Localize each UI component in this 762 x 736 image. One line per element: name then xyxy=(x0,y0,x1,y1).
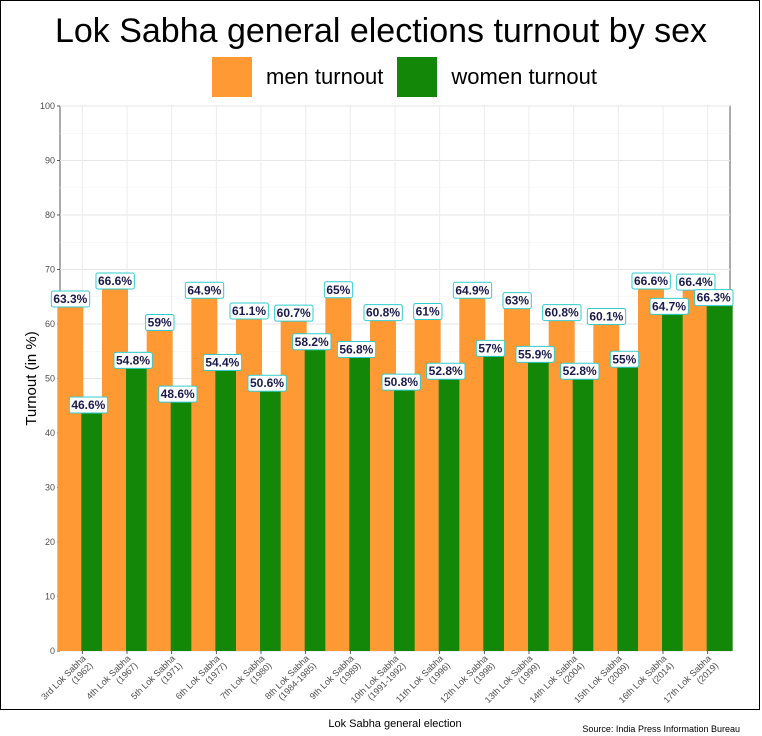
legend-swatch-women xyxy=(397,57,438,97)
y-tick-label: 50 xyxy=(45,374,55,384)
bar-men xyxy=(682,289,709,651)
bar-men xyxy=(146,329,173,651)
data-label-box xyxy=(184,281,225,299)
data-label-box xyxy=(426,362,466,380)
data-label-box xyxy=(609,350,640,368)
x-tick-label: 4th Lok Sabha(1967) xyxy=(84,653,139,708)
data-label-box xyxy=(113,351,153,369)
y-tick-label: 90 xyxy=(45,156,55,166)
data-label-box xyxy=(631,272,671,290)
data-label-men: 61.1% xyxy=(232,304,266,318)
data-label-men: 61% xyxy=(416,305,440,319)
legend-swatch-men xyxy=(212,57,252,97)
data-label-women: 52.8% xyxy=(429,364,463,378)
x-tick-label: 6th Lok Sabha(1977) xyxy=(174,653,229,708)
x-tick-label: 17th Lok Sabha(2019) xyxy=(661,653,720,712)
y-tick-label: 10 xyxy=(45,592,55,602)
data-label-box xyxy=(515,345,555,363)
legend: men turnout women turnout xyxy=(212,56,611,98)
y-tick-label: 0 xyxy=(50,646,55,656)
data-label-box xyxy=(542,304,582,322)
data-label-box xyxy=(381,373,421,391)
bar-men xyxy=(191,297,218,651)
data-label-box xyxy=(247,374,287,392)
y-axis-label: Turnout (in %) xyxy=(23,331,40,425)
data-label-box xyxy=(95,272,135,290)
data-label-men: 60.7% xyxy=(277,306,311,320)
y-tick-label: 40 xyxy=(45,428,55,438)
data-label-men: 64.9% xyxy=(455,283,489,297)
data-label-women: 48.6% xyxy=(161,387,195,401)
data-label-box xyxy=(274,304,314,322)
legend-label-men: men turnout xyxy=(266,64,384,89)
data-label-men: 65% xyxy=(326,283,350,297)
data-label-women: 52.8% xyxy=(563,364,597,378)
data-label-women: 64.7% xyxy=(652,299,686,313)
data-label-women: 58.2% xyxy=(295,335,329,349)
y-tick-label: 80 xyxy=(45,210,55,220)
data-label-box xyxy=(292,333,332,351)
data-label-women: 66.3% xyxy=(697,291,731,305)
data-label-box xyxy=(560,362,600,380)
bar-men xyxy=(370,319,396,651)
x-axis-label: Lok Sabha general election xyxy=(328,718,462,730)
data-label-men: 60.1% xyxy=(589,309,623,323)
data-label-box xyxy=(336,340,377,358)
x-tick-label: 7th Lok Sabha(1980) xyxy=(218,653,273,708)
data-label-box xyxy=(586,307,627,325)
data-label-women: 50.8% xyxy=(384,375,418,389)
data-label-men: 66.6% xyxy=(634,274,668,288)
data-label-men: 60.8% xyxy=(366,306,400,320)
data-label-men: 63% xyxy=(505,294,529,308)
y-tick-label: 30 xyxy=(45,483,55,493)
bar-men xyxy=(280,320,307,651)
data-label-box xyxy=(145,313,175,331)
data-label-men: 66.6% xyxy=(98,274,132,288)
bar-men xyxy=(638,288,664,651)
data-label-men: 64.9% xyxy=(187,283,221,297)
data-label-women: 46.6% xyxy=(71,398,105,412)
y-tick-label: 20 xyxy=(45,537,55,547)
data-label-box xyxy=(694,289,734,307)
data-label-box xyxy=(202,354,243,372)
data-label-women: 55% xyxy=(612,352,636,366)
data-label-box xyxy=(649,297,689,315)
data-label-box xyxy=(452,281,493,299)
chart-title: Lok Sabha general elections turnout by s… xyxy=(54,12,708,50)
bar-men xyxy=(102,288,128,651)
data-label-box xyxy=(68,396,109,414)
data-label-men: 63.3% xyxy=(53,292,87,306)
bar-men xyxy=(504,307,530,651)
data-label-box xyxy=(50,290,91,308)
bar-women xyxy=(706,289,733,651)
data-label-men: 60.8% xyxy=(545,306,579,320)
data-label-box xyxy=(502,292,532,310)
data-label-box xyxy=(475,339,506,357)
x-tick-label: 5th Lok Sabha(1971) xyxy=(129,653,184,708)
plot-frame xyxy=(0,0,760,710)
bar-men xyxy=(57,306,84,651)
bar-men xyxy=(236,318,262,651)
data-label-women: 56.8% xyxy=(339,342,373,356)
data-label-men: 66.4% xyxy=(679,275,713,289)
y-tick-label: 60 xyxy=(45,319,55,329)
data-label-women: 50.6% xyxy=(250,376,284,390)
data-label-women: 54.4% xyxy=(205,356,239,370)
y-tick-label: 100 xyxy=(40,101,55,111)
legend-label-women: women turnout xyxy=(451,64,597,89)
data-label-women: 57% xyxy=(478,341,502,355)
data-label-box xyxy=(229,302,269,320)
data-label-men: 59% xyxy=(148,315,172,329)
data-label-box xyxy=(323,281,354,299)
data-label-women: 54.8% xyxy=(116,353,150,367)
data-label-box xyxy=(413,303,443,321)
y-tick-label: 70 xyxy=(45,265,55,275)
data-label-box xyxy=(158,385,198,403)
data-label-women: 55.9% xyxy=(518,347,552,361)
x-tick-label: 3rd Lok Sabha(1962) xyxy=(39,653,95,709)
source-caption: Source: India Press Information Bureau xyxy=(582,724,740,734)
data-label-box xyxy=(363,304,403,322)
x-tick-label: 8th Lok Sabha(1984-1985) xyxy=(263,653,318,708)
